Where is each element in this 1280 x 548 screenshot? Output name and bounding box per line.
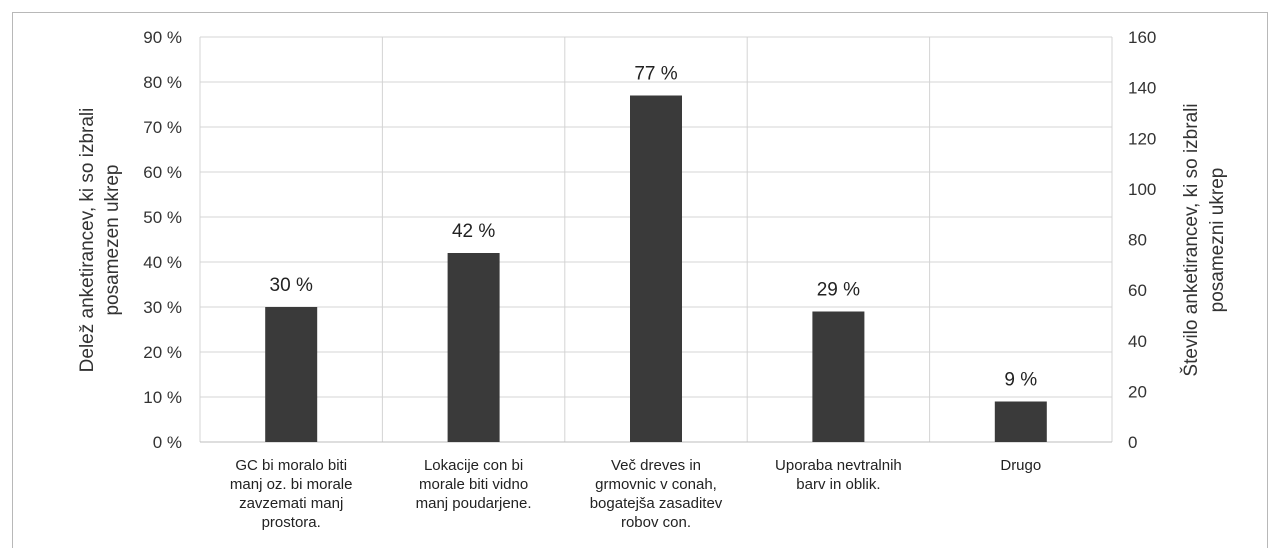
category-label-line: GC bi moralo biti	[235, 457, 347, 474]
y-left-tick-label: 50 %	[143, 208, 182, 227]
category-label-line: Več dreves in	[611, 457, 701, 474]
data-label: 29 %	[817, 280, 860, 301]
y-left-tick-label: 90 %	[143, 28, 182, 47]
y-right-tick-label: 160	[1128, 28, 1156, 47]
data-label: 42 %	[452, 221, 495, 242]
category-label-line: morale biti vidno	[419, 476, 528, 493]
y-right-tick-label: 100	[1128, 180, 1156, 199]
y-right-tick-label: 140	[1128, 79, 1156, 98]
category-label-line: manj poudarjene.	[416, 495, 532, 512]
category-label-line: Lokacije con bi	[424, 457, 523, 474]
category-label: Drugo	[1000, 457, 1041, 474]
data-label: 30 %	[270, 275, 313, 296]
category-label-line: Uporaba nevtralnih	[775, 457, 902, 474]
y-left-axis-title: posamezen ukrep	[102, 164, 123, 315]
bar	[447, 253, 500, 442]
category-label-line: prostora.	[262, 514, 321, 531]
y-right-tick-label: 0	[1128, 433, 1137, 452]
y-right-tick-label: 120	[1128, 129, 1156, 148]
data-label: 9 %	[1004, 370, 1037, 391]
y-left-axis-title: Delež anketirancev, ki so izbrali	[77, 108, 98, 373]
category-label-line: barv in oblik.	[796, 476, 880, 493]
y-left-tick-label: 0 %	[153, 433, 182, 452]
y-left-tick-label: 30 %	[143, 298, 182, 317]
bar	[812, 311, 865, 442]
category-label: GC bi moralo biti manj oz. bi morale zavze…	[230, 457, 353, 531]
category-label-line: grmovnic v conah,	[595, 476, 717, 493]
category-label: Lokacije con bi morale biti vidno manj pou…	[416, 457, 532, 512]
chart-frame	[12, 12, 1268, 548]
data-label: 77 %	[634, 64, 677, 85]
y-left-tick-label: 60 %	[143, 163, 182, 182]
y-right-tick-label: 40	[1128, 332, 1147, 351]
y-left-tick-label: 70 %	[143, 118, 182, 137]
y-right-tick-label: 20	[1128, 382, 1147, 401]
category-label: Uporaba nevtralnih barv in oblik.	[775, 457, 902, 493]
category-label-line: manj oz. bi morale	[230, 476, 353, 493]
category-label: Več dreves in grmovnic v conah, bogatejša …	[590, 457, 723, 531]
category-label-line: bogatejša zasaditev	[590, 495, 723, 512]
category-label-line: robov con.	[621, 514, 691, 531]
y-left-tick-label: 80 %	[143, 73, 182, 92]
y-left-tick-label: 20 %	[143, 343, 182, 362]
y-right-tick-label: 80	[1128, 231, 1147, 250]
y-right-axis-title: Število anketirancev, ki so izbrali	[1180, 103, 1202, 376]
y-left-tick-label: 40 %	[143, 253, 182, 272]
bar	[265, 307, 318, 442]
y-left-tick-label: 10 %	[143, 388, 182, 407]
bar	[994, 401, 1047, 442]
y-right-tick-label: 60	[1128, 281, 1147, 300]
category-label-line: Drugo	[1000, 457, 1041, 474]
category-label-line: zavzemati manj	[239, 495, 343, 512]
y-right-axis-title: posamezni ukrep	[1207, 168, 1228, 313]
bar	[630, 95, 682, 442]
